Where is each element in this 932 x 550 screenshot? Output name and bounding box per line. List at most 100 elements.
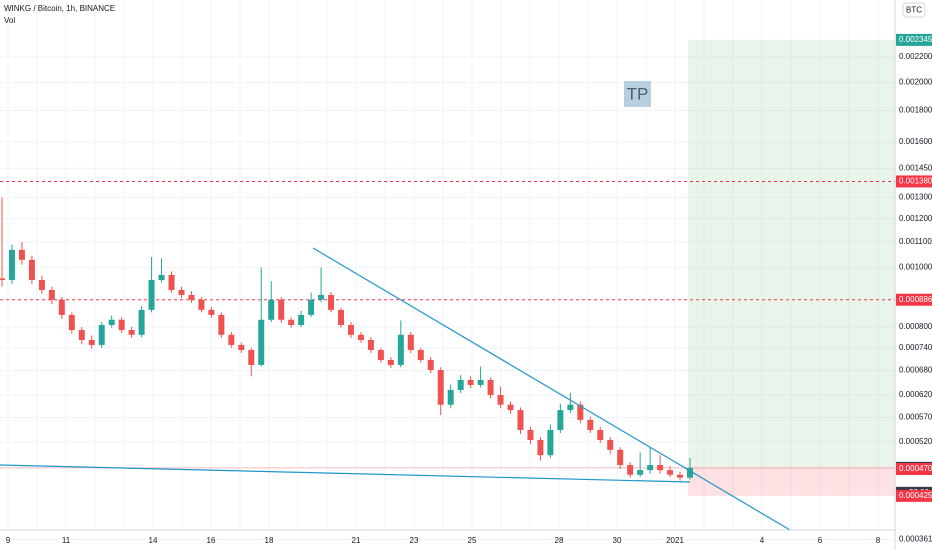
trendline — [312, 247, 791, 531]
currency-button[interactable] — [902, 2, 926, 18]
y-tick-label: 0.000570 — [899, 413, 932, 422]
candle-body — [637, 470, 644, 475]
candle-body — [557, 410, 564, 430]
candle-body — [397, 334, 404, 365]
candle-body — [308, 299, 315, 315]
subtitle: Vol — [4, 16, 15, 25]
level-label: 0.000886 — [899, 295, 932, 304]
candle-body — [537, 439, 544, 456]
candle-body — [467, 379, 474, 385]
candle-body — [347, 325, 354, 335]
candle-body — [138, 309, 145, 335]
candle-body — [627, 465, 634, 475]
y-tick-label: 0.001800 — [899, 106, 932, 115]
candle-body — [298, 314, 305, 326]
candle-body — [667, 470, 674, 475]
candle-body — [597, 429, 604, 440]
candle-body — [318, 294, 325, 300]
candle-body — [377, 349, 384, 360]
candle-body — [547, 429, 554, 456]
level-label: 0.000425 — [899, 491, 932, 500]
candle-body — [268, 299, 275, 320]
x-tick-label: 23 — [410, 536, 419, 545]
x-tick-label: 8 — [876, 536, 881, 545]
y-tick-label: 0.000361 — [899, 535, 932, 544]
candle-body — [118, 319, 125, 331]
candle-body — [108, 319, 115, 326]
y-tick-label: 0.000740 — [899, 343, 932, 352]
candle-body — [607, 439, 614, 450]
candle-body — [248, 349, 255, 365]
candle-body — [38, 280, 45, 290]
candle-body — [687, 467, 693, 478]
x-tick-label: 2021 — [666, 536, 684, 545]
candle-body — [477, 379, 484, 385]
candles — [0, 197, 693, 481]
candle-body — [457, 379, 464, 390]
x-tick-label: 21 — [352, 536, 361, 545]
candle-body — [677, 474, 684, 478]
candle-body — [447, 389, 454, 405]
trendline — [0, 464, 691, 483]
candle-body — [437, 370, 444, 405]
y-tick-label: 0.001100 — [899, 237, 932, 246]
y-tick-label: 0.002000 — [899, 77, 932, 86]
candle-body — [0, 278, 5, 281]
candle-body — [497, 395, 504, 405]
candle-body — [288, 319, 295, 326]
x-tick-label: 4 — [760, 536, 765, 545]
level-tag — [896, 489, 932, 502]
y-tick-label: 0.002200 — [899, 52, 932, 61]
annotation: TP — [627, 84, 649, 103]
candle-body — [647, 465, 654, 471]
level-tag — [896, 33, 932, 46]
x-tick-label: 18 — [265, 536, 274, 545]
candle-body — [178, 289, 185, 295]
candle-body — [527, 429, 534, 440]
candle-body — [168, 275, 175, 290]
x-tick-label: 25 — [468, 536, 477, 545]
y-tick-label: 0.001600 — [899, 137, 932, 146]
candle-body — [417, 349, 424, 360]
x-tick-label: 14 — [149, 536, 158, 545]
level-tag — [896, 293, 932, 306]
candle-body — [567, 404, 574, 411]
axes: 0.002200 0.002000 0.001800 0.001600 0.001450… — [6, 33, 932, 545]
candle-body — [208, 309, 215, 315]
candle-body — [657, 465, 664, 471]
x-tick-label: 28 — [555, 536, 564, 545]
level-label: 0.002345 — [899, 35, 932, 44]
candle-body — [18, 249, 25, 260]
candle-body — [58, 299, 65, 315]
candle-body — [228, 334, 235, 345]
candle-body — [28, 259, 35, 281]
candle-body — [407, 334, 414, 350]
zones — [688, 39, 895, 496]
candle-body — [78, 330, 85, 340]
candle-body — [258, 319, 265, 365]
candle-body — [328, 294, 335, 310]
candle-body — [487, 379, 494, 396]
x-tick-label: 16 — [207, 536, 216, 545]
candle-body — [98, 325, 105, 345]
candle-body — [8, 249, 15, 281]
level-label: 0.000470 — [899, 464, 932, 473]
levels — [0, 180, 895, 469]
level-tag — [896, 463, 932, 476]
candle-body — [367, 339, 374, 350]
x-tick-label: 9 — [6, 536, 11, 545]
candle-body — [507, 404, 514, 411]
y-tick-label: 0.000800 — [899, 322, 932, 331]
chart-title: WINKG / Bitcoin, 1h, BINANCE — [4, 4, 115, 13]
target-zone — [688, 39, 895, 468]
y-tick-label: 0.000620 — [899, 390, 932, 399]
candle-body — [148, 280, 155, 310]
currency-label[interactable]: BTC — [906, 6, 922, 15]
level-tag — [896, 175, 932, 188]
candle-body — [587, 419, 594, 430]
y-tick-label: 0.001300 — [899, 192, 932, 201]
candle-body — [517, 410, 524, 430]
candle-body — [387, 359, 394, 365]
